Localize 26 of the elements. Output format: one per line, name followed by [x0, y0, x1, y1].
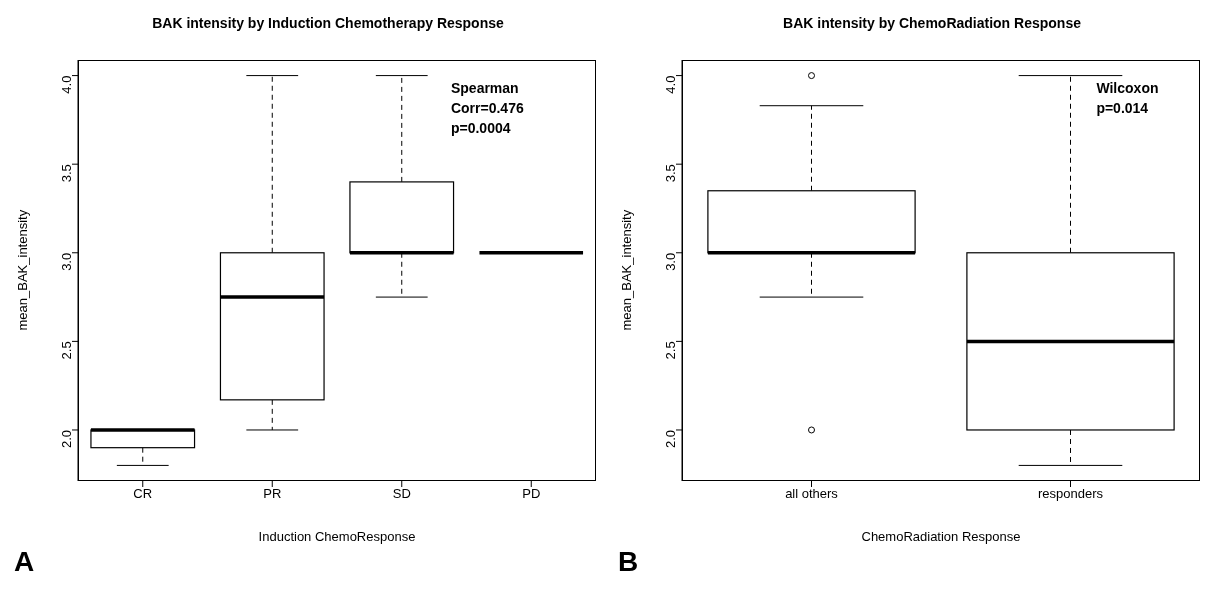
annotation: Spearman Corr=0.476 p=0.0004 [450, 79, 524, 138]
chart-title: BAK intensity by ChemoRadiation Response [782, 14, 1082, 33]
annotation: Wilcoxon p=0.014 [1096, 79, 1159, 118]
x-tick-label: PR [263, 486, 282, 502]
y-axis-title: mean_BAK_intensity [14, 209, 30, 331]
y-tick-label: 4.0 [662, 75, 678, 94]
y-tick-label: 2.0 [662, 429, 678, 449]
x-axis-title: Induction ChemoResponse [258, 529, 416, 544]
y-tick-label: 4.0 [58, 75, 74, 94]
y-tick-label: 3.0 [58, 252, 74, 271]
text: A [14, 546, 35, 578]
x-axis-title: ChemoRadiation Response [861, 529, 1021, 544]
chart-title: BAK intensity by Induction Chemotherapy Response [151, 14, 505, 33]
y-tick-label: 3.5 [58, 164, 74, 183]
y-tick-label: 3.5 [662, 164, 678, 183]
text: B [618, 546, 639, 578]
x-tick-label: SD [392, 486, 411, 502]
y-tick-label: 3.0 [662, 252, 678, 271]
x-tick-label: responders [1037, 486, 1104, 502]
y-tick-label: 2.0 [58, 429, 74, 449]
x-tick-label: all others [785, 486, 839, 502]
x-tick-label: CR [133, 486, 153, 502]
y-tick-label: 2.5 [58, 341, 74, 360]
y-tick-label: 2.5 [662, 341, 678, 360]
y-axis-title: mean_BAK_intensity [618, 209, 634, 331]
x-tick-label: PD [522, 486, 541, 502]
